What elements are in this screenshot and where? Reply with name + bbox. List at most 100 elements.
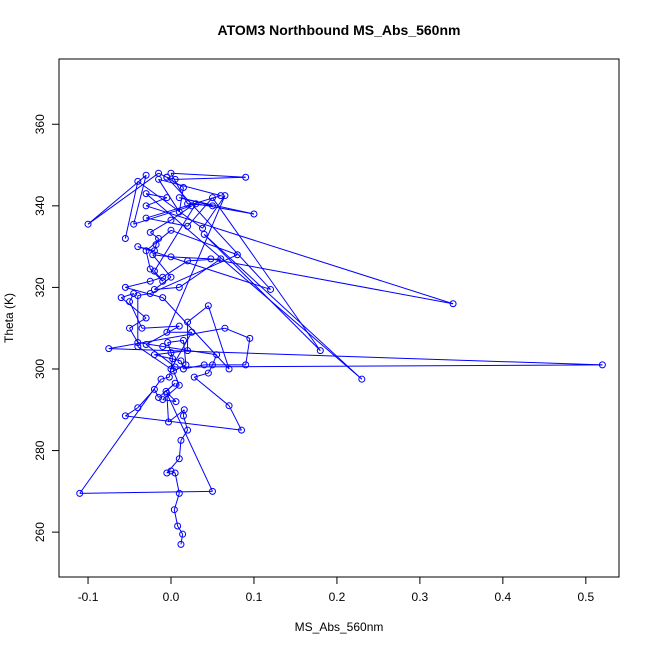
data-point [179,336,187,344]
data-point [316,347,324,355]
data-point [130,220,138,228]
series-segment [166,195,226,333]
data-point [126,324,134,332]
data-point [167,216,175,224]
series-segment [187,197,213,227]
y-axis: 260 280 300 320 340 360 [33,114,60,542]
series-segment [108,348,603,366]
series-segment [125,286,163,299]
data-point [175,381,183,389]
data-point [167,349,175,357]
y-tick-label: 340 [33,196,47,216]
series-segment [150,219,172,233]
data-point [208,202,216,210]
data-point [150,351,158,359]
series-segment [129,301,143,329]
data-point [142,341,150,349]
data-point [217,192,225,200]
series-segment [180,534,184,545]
data-point [121,283,129,291]
x-tick-label: -0.1 [78,590,99,604]
data-point [159,273,167,281]
series-segment [146,193,167,199]
series-segment [203,234,321,351]
series-segment [162,384,180,400]
series-segment [212,354,218,366]
data-point [117,294,125,302]
data-point [134,343,142,351]
data-point [134,404,142,412]
series-segment [165,391,177,402]
data-point [155,394,163,402]
series-segment [137,246,271,290]
x-tick-label: 0.4 [495,590,512,604]
data-point [121,234,129,242]
data-point [169,355,177,363]
data-point [155,234,163,242]
data-point [167,169,175,177]
series-segment [202,195,226,229]
data-point [174,522,182,530]
series-segment [153,203,197,272]
chart-title: ATOM3 Northbound MS_Abs_560nm [218,22,461,38]
data-point [163,194,171,202]
series-segment [145,205,454,305]
data-point [76,489,84,497]
data-point [134,292,142,300]
series-segment [182,340,187,365]
data-point [184,200,192,208]
x-tick-label: 0.0 [163,590,180,604]
series-segment [203,234,363,380]
series-segment [141,325,180,329]
data-point [142,171,150,179]
data-point [121,412,129,420]
data-point [134,338,142,346]
data-point [126,298,134,306]
series-segment [150,276,163,282]
y-tick-label: 320 [33,277,47,297]
series-segment [79,490,213,494]
series-segment [87,174,147,225]
x-tick-label: 0.1 [246,590,263,604]
series-segment [87,172,159,225]
data-point [152,241,160,249]
series-segment [120,297,147,319]
data-point [200,230,208,238]
data-point [208,361,216,369]
data-point [598,361,606,369]
data-point [175,208,183,216]
series-segment [125,415,242,431]
data-point [204,369,212,377]
data-point [177,540,185,548]
data-point [217,255,225,263]
series-segment [145,193,363,380]
series-segment [180,429,189,441]
data-point [150,267,158,275]
series-segment [152,254,172,278]
series-segment [177,525,184,535]
series-segment [170,172,246,178]
data-point [179,183,187,191]
series-segment [145,229,172,252]
data-point [142,247,150,255]
series-segment [149,231,159,239]
data-point [246,334,254,342]
data-point [159,396,167,404]
data-point [213,351,221,359]
data-point [184,318,192,326]
data-point [179,365,187,373]
data-point [167,253,175,261]
data-point [207,255,215,263]
data-point [175,455,183,463]
series-segment [121,293,134,299]
data-point [165,373,173,381]
data-point [171,379,179,387]
data-point [142,190,150,198]
data-point [199,224,207,232]
series-points-group [76,169,606,548]
data-point [84,220,92,228]
series-segment [154,286,180,290]
y-tick-label: 260 [33,522,47,542]
data-point [267,285,275,293]
